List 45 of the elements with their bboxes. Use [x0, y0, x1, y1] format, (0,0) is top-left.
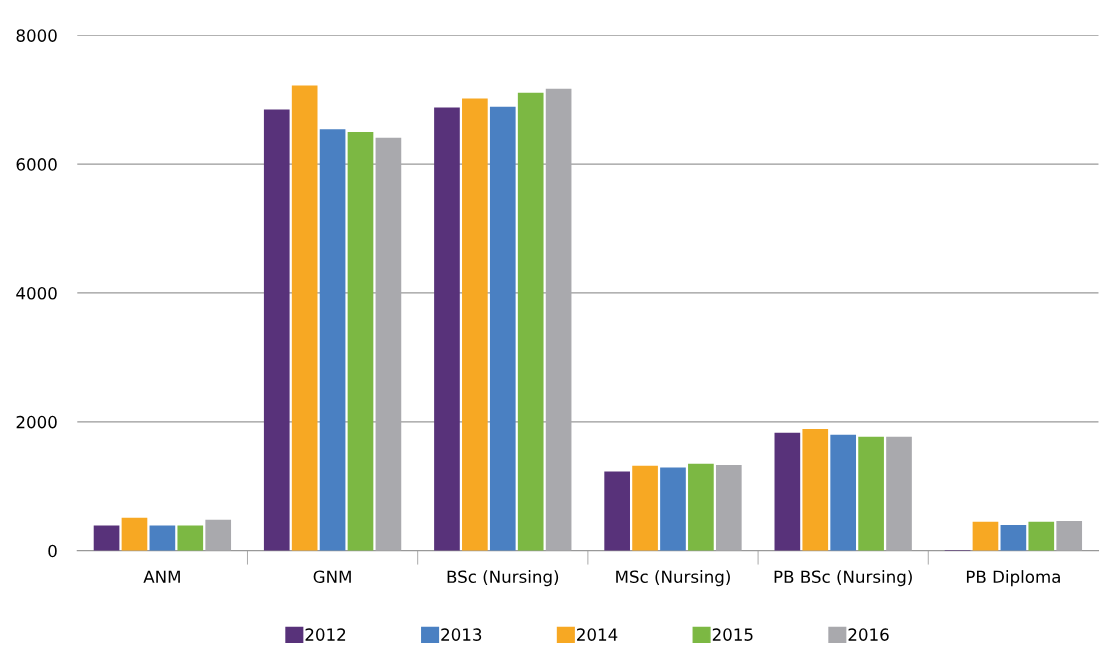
bar	[291, 85, 318, 551]
bar	[1000, 524, 1027, 551]
bar	[774, 432, 801, 551]
y-tick-label: 6000	[16, 158, 57, 171]
bar	[121, 517, 148, 551]
bar	[347, 131, 374, 551]
bar	[715, 464, 742, 551]
bar	[688, 463, 714, 551]
bar	[972, 521, 999, 551]
bar	[886, 436, 912, 551]
bar	[375, 137, 402, 551]
legend-label: 2012	[305, 628, 346, 641]
bar	[545, 88, 572, 551]
x-tick-label: MSc (Nursing)	[616, 570, 730, 587]
bar	[830, 434, 857, 551]
bar	[263, 109, 290, 551]
bar	[434, 107, 460, 551]
legend-label: 2014	[577, 628, 618, 641]
bar	[489, 106, 516, 551]
x-tick-label: PB Diploma	[966, 570, 1060, 587]
bar	[1028, 521, 1055, 551]
legend-label: 2016	[848, 628, 889, 641]
legend-label: 2015	[712, 628, 753, 641]
bar	[1056, 521, 1083, 551]
x-tick-label: PB BSc (Nursing)	[774, 570, 912, 587]
x-tick-label: GNM	[313, 570, 351, 584]
x-tick-label: ANM	[143, 570, 180, 583]
bar	[93, 525, 120, 551]
legend-label: 2013	[441, 628, 482, 641]
y-tick-label: 8000	[16, 29, 57, 42]
bar	[517, 92, 544, 551]
bar	[802, 428, 829, 551]
bar	[632, 465, 658, 551]
bar	[604, 471, 630, 551]
bar	[149, 525, 176, 551]
bar	[462, 98, 488, 551]
bar	[660, 467, 686, 551]
bar	[858, 436, 884, 551]
bar	[177, 525, 204, 551]
bar	[319, 129, 346, 551]
x-tick-label: BSc (Nursing)	[447, 570, 559, 587]
bar	[205, 519, 232, 551]
y-tick-label: 0	[48, 544, 57, 558]
y-tick-label: 4000	[16, 286, 57, 300]
y-tick-label: 2000	[16, 415, 57, 429]
